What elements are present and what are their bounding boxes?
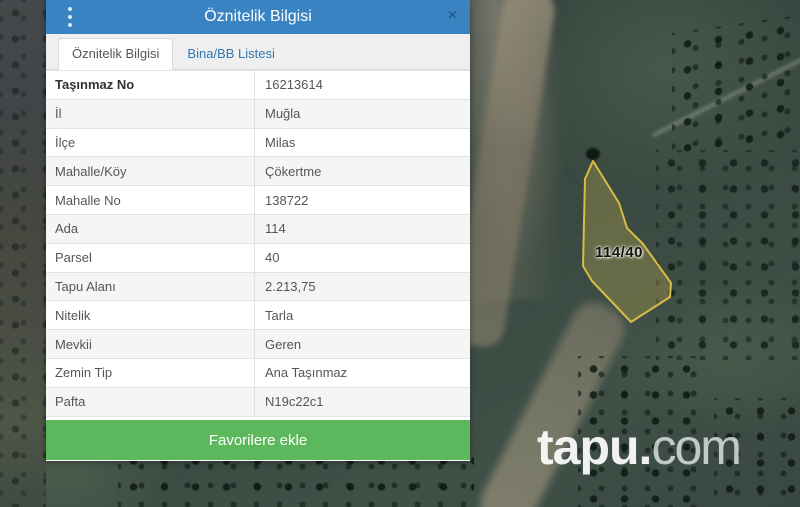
map-bush [586, 148, 600, 160]
table-row: İl Muğla [46, 99, 470, 129]
watermark-light-text: com [651, 419, 741, 475]
row-value: Ana Taşınmaz [265, 365, 348, 381]
panel-title: Öznitelik Bilgisi [204, 8, 312, 25]
map-olive-grove [714, 398, 800, 507]
table-row: Nitelik Tarla [46, 301, 470, 331]
row-label: Taşınmaz No [46, 71, 255, 99]
row-value: 40 [265, 250, 280, 266]
row-label: Zemin Tip [46, 358, 255, 387]
map-olive-grove [656, 150, 800, 360]
map-terrain-strip [0, 0, 46, 507]
close-icon[interactable]: × [447, 7, 457, 24]
row-label: Pafta [46, 387, 255, 416]
row-value: N19c22c1 [265, 394, 324, 410]
row-label: İl [46, 99, 255, 128]
table-row: Parsel 40 [46, 243, 470, 273]
add-to-favorites-button[interactable]: Favorilere ekle [46, 420, 470, 460]
row-value: 138722 [265, 192, 309, 208]
attribute-table: Taşınmaz No 16213614 İl Muğla İlçe Milas… [46, 70, 470, 420]
table-row: Pafta N19c22c1 [46, 387, 470, 417]
map-olive-grove [578, 356, 698, 507]
table-row: Taşınmaz No 16213614 [46, 71, 470, 100]
watermark-bold-text: tapu. [537, 419, 652, 475]
row-value: Çökertme [265, 163, 322, 179]
parcel-polygon[interactable] [582, 160, 672, 323]
table-row: Mevkii Geren [46, 330, 470, 359]
map-olive-grove [0, 0, 46, 507]
table-row: Tapu Alanı 2.213,75 [46, 272, 470, 302]
table-row: Mahalle/Köy Çökertme [46, 157, 470, 187]
tab-bar: Öznitelik Bilgisi Bina/BB Listesi [46, 34, 470, 70]
row-label: Mevkii [46, 330, 255, 358]
table-row: Zemin Tip Ana Taşınmaz [46, 358, 470, 388]
row-label: Tapu Alanı [46, 272, 255, 301]
tapu-com-watermark: tapu.com [537, 419, 742, 475]
row-value: 114 [265, 221, 286, 237]
kebab-menu-icon[interactable] [63, 7, 77, 27]
tab-building-list[interactable]: Bina/BB Listesi [187, 46, 275, 61]
attribute-info-panel: Öznitelik Bilgisi × Öznitelik Bilgisi Bi… [46, 0, 470, 461]
row-value: 2.213,75 [265, 278, 316, 294]
tab-attribute-info[interactable]: Öznitelik Bilgisi [58, 38, 174, 70]
row-label: Nitelik [46, 301, 255, 330]
parcel-number-label: 114/40 [594, 244, 644, 261]
row-value: Muğla [265, 106, 301, 122]
row-label: Ada [46, 214, 255, 243]
kebab-dot [68, 7, 72, 11]
row-value: Geren [265, 336, 302, 352]
row-label: Parsel [46, 243, 255, 272]
row-value: Milas [265, 134, 296, 150]
row-label: Mahalle No [46, 186, 255, 214]
row-value: 16213614 [265, 77, 323, 93]
kebab-dot [68, 15, 72, 19]
row-label: İlçe [46, 128, 255, 157]
row-label: Mahalle/Köy [46, 157, 255, 186]
table-row: Mahalle No 138722 [46, 186, 470, 215]
table-row: İlçe Milas [46, 128, 470, 158]
kebab-dot [68, 23, 72, 27]
panel-header: Öznitelik Bilgisi × [46, 0, 470, 34]
table-row: Ada 114 [46, 214, 470, 244]
row-value: Tarla [265, 307, 294, 323]
